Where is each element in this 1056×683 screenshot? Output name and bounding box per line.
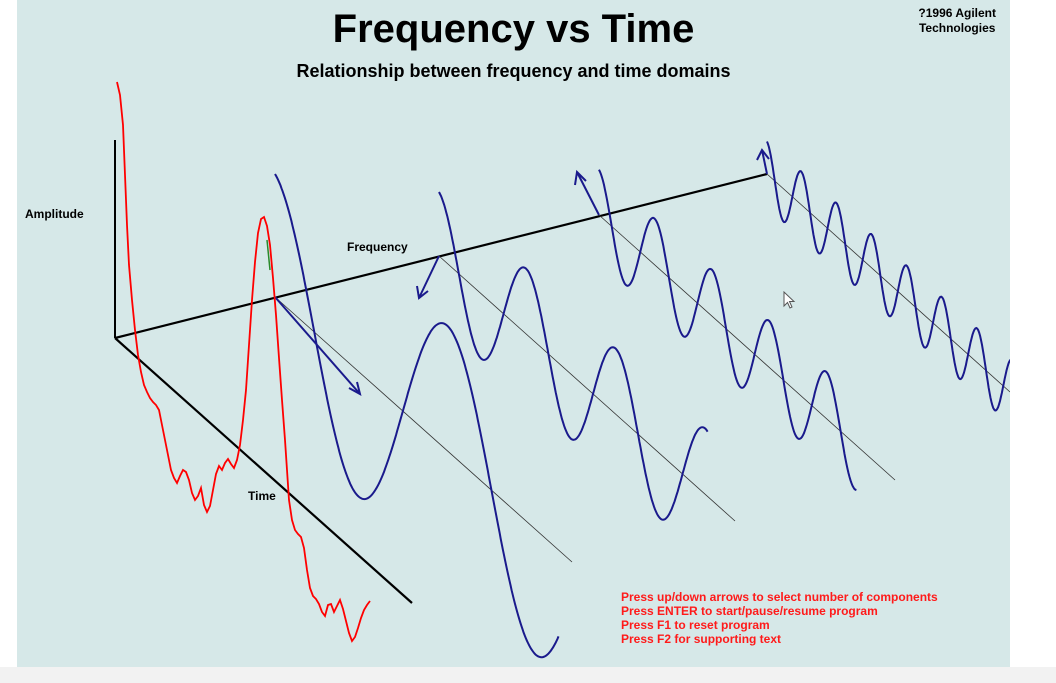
component-wave-1 bbox=[274, 173, 560, 659]
canvas-background bbox=[17, 0, 1010, 667]
mouse-pointer-icon bbox=[783, 291, 796, 309]
arrow-component-2 bbox=[416, 255, 440, 300]
frequency-time-diagram bbox=[114, 81, 1010, 659]
frequency-axis-label: Frequency bbox=[347, 240, 408, 254]
copyright-notice: ?1996 Agilent Technologies bbox=[918, 6, 996, 36]
component-1-time-guide bbox=[274, 296, 573, 563]
component-4-time-guide bbox=[766, 173, 1010, 393]
diagram-canvas: Frequency vs Time Relationship between f… bbox=[17, 0, 1010, 667]
instruction-line: Press F1 to reset program bbox=[621, 618, 770, 632]
time-axis-label: Time bbox=[248, 489, 276, 503]
page-title: Frequency vs Time bbox=[332, 7, 695, 51]
component-3-time-guide bbox=[598, 214, 896, 481]
copyright-line-2: Technologies bbox=[918, 21, 996, 35]
component-wave-3 bbox=[598, 169, 857, 491]
time-axis bbox=[114, 337, 413, 604]
page-subtitle: Relationship between frequency and time … bbox=[296, 61, 731, 81]
instruction-line: Press ENTER to start/pause/resume progra… bbox=[621, 604, 878, 618]
instruction-line: Press up/down arrows to select number of… bbox=[621, 590, 938, 604]
instructions-list: Press up/down arrows to select number of… bbox=[621, 590, 1010, 646]
composite-time-wave bbox=[116, 81, 371, 643]
component-wave-4 bbox=[766, 141, 1010, 412]
arrow-component-4 bbox=[756, 148, 770, 175]
amplitude-axis-label: Amplitude bbox=[25, 207, 84, 221]
frequency-axis bbox=[114, 172, 768, 340]
window-bottom-strip bbox=[0, 667, 1056, 683]
arrow-component-3 bbox=[574, 169, 600, 216]
component-2-time-guide bbox=[438, 255, 736, 522]
peak-marker bbox=[266, 239, 271, 271]
component-wave-2 bbox=[438, 191, 709, 521]
instruction-line: Press F2 for supporting text bbox=[621, 632, 782, 646]
copyright-line-1: ?1996 Agilent bbox=[918, 6, 996, 20]
